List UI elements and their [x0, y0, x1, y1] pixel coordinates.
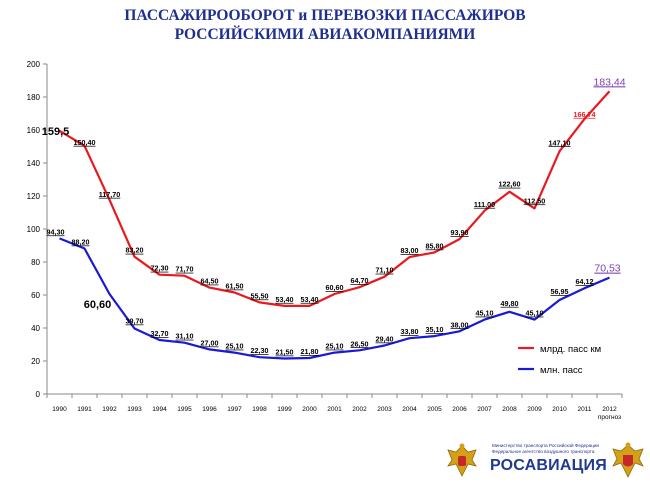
x-tick-label: 1997 [227, 406, 242, 413]
data-label-red: 64,70 [351, 276, 369, 285]
x-tick-sublabel: прогноз [598, 414, 621, 421]
x-tick-label: 1999 [277, 406, 292, 413]
x-tick-label: 1996 [202, 406, 217, 413]
data-label-red: 83,00 [401, 246, 419, 255]
data-label-red: 122,60 [499, 180, 521, 189]
data-label-blue: 22,30 [251, 346, 269, 355]
series-line-passengers [59, 237, 610, 360]
data-label-blue: 60,60 [84, 299, 112, 311]
data-label-red: 85,80 [426, 241, 444, 250]
x-tick-label: 2004 [402, 406, 417, 413]
y-tick-label: 100 [27, 225, 41, 234]
data-label-blue: 35,10 [426, 325, 444, 334]
data-label-blue: 25,10 [326, 342, 344, 351]
eagle-emblem-icon [612, 442, 644, 478]
x-tick-label: 1990 [52, 406, 67, 413]
data-label-red: 71,70 [176, 265, 194, 274]
x-tick-label: 2002 [352, 406, 367, 413]
x-tick-label: 2005 [427, 406, 442, 413]
y-tick-label: 160 [27, 126, 41, 135]
x-tick-label: 1993 [127, 406, 142, 413]
x-tick-label: 2001 [327, 406, 342, 413]
data-label-red: 55,50 [251, 291, 269, 300]
agency-caption: Министерство транспорта Российской Федер… [492, 443, 610, 455]
data-label-red: 83,20 [126, 246, 144, 255]
data-label-red: 72,30 [151, 264, 169, 273]
y-tick-label: 180 [27, 93, 41, 102]
series-line-passenger-km [58, 90, 611, 307]
data-label-red: 53,40 [301, 295, 319, 304]
data-label-red: 60,60 [326, 283, 344, 292]
x-tick-label: 2007 [477, 406, 492, 413]
data-label-red: 183,44 [593, 76, 625, 88]
data-label-blue: 39,70 [126, 316, 144, 325]
data-label-red: 111,00 [474, 200, 495, 209]
y-tick-label: 200 [27, 60, 41, 69]
data-label-blue: 45,10 [476, 309, 494, 318]
data-label-blue: 94,30 [47, 227, 65, 236]
x-tick-label: 2010 [552, 406, 567, 413]
x-tick-label: 2009 [527, 406, 542, 413]
data-label-blue: 26,50 [351, 339, 369, 348]
data-label-red: 71,10 [376, 266, 394, 275]
x-tick-label: 1992 [102, 406, 117, 413]
data-label-blue: 31,10 [176, 332, 194, 341]
data-label-red: 112,50 [524, 196, 546, 205]
x-tick-label: 2011 [578, 406, 592, 413]
data-label-red: 166,74 [574, 110, 596, 119]
slide-title: ПАССАЖИРООБОРОТ и ПЕРЕВОЗКИ ПАССАЖИРОВ Р… [0, 6, 650, 44]
x-tick-label: 2008 [502, 406, 517, 413]
legend-label-passengers: млн. пасс [540, 365, 583, 376]
y-tick-label: 140 [27, 159, 41, 168]
data-label-red: 150,40 [74, 138, 96, 147]
data-label-red: 64,50 [201, 277, 219, 286]
y-tick-label: 60 [31, 291, 40, 300]
data-label-blue: 21,80 [301, 347, 319, 356]
line-chart: 0 20 40 60 80 100 120 140 160 180 200 1990 1991 1992 1… [27, 60, 626, 421]
x-tick-label: 2006 [452, 406, 467, 413]
data-label-blue: 25,10 [226, 342, 244, 351]
y-tick-label: 80 [31, 258, 40, 267]
agency-name-text: Федеральное агентство воздушного транспо… [492, 449, 595, 454]
y-tick-label: 0 [36, 390, 41, 399]
data-label-red: 147,10 [549, 138, 571, 147]
footer-logo-block: Министерство транспорта Российской Федер… [440, 440, 650, 488]
data-label-red: 53,40 [276, 295, 294, 304]
slide-title-line-2: РОССИЙСКИМИ АВИАКОМПАНИЯМИ [174, 26, 476, 43]
data-label-blue: 29,40 [376, 334, 394, 343]
agency-brand: РОСАВИАЦИЯ [490, 457, 607, 474]
coat-of-arms-icon [447, 443, 477, 477]
data-label-blue: 64,12 [576, 277, 594, 286]
data-label-red: 159,5 [42, 126, 70, 138]
data-label-blue: 56,95 [551, 287, 569, 296]
x-tick-label: 1994 [152, 406, 167, 413]
x-tick-label: 1995 [177, 406, 192, 413]
x-tick-label: 1998 [252, 406, 267, 413]
y-tick-label: 40 [31, 324, 40, 333]
data-label-blue: 49,80 [501, 299, 519, 308]
data-label-blue: 38,00 [451, 320, 469, 329]
data-label-red: 61,50 [226, 282, 244, 291]
data-label-red: 117,70 [99, 190, 121, 199]
data-label-red: 93,90 [451, 228, 469, 237]
x-tick-label: 2000 [302, 406, 317, 413]
x-tick-label: 2003 [377, 406, 392, 413]
data-label-blue: 88,20 [72, 237, 90, 246]
data-label-blue: 45,10 [526, 309, 544, 318]
data-label-blue: 70,53 [594, 263, 620, 275]
data-label-blue: 32,70 [151, 329, 169, 338]
slide-title-line-1: ПАССАЖИРООБОРОТ и ПЕРЕВОЗКИ ПАССАЖИРОВ [124, 7, 526, 24]
agency-ministry-text: Министерство транспорта Российской Федер… [492, 443, 599, 448]
legend-label-passenger-km: млрд. пасс км [540, 344, 601, 355]
data-label-blue: 21,50 [276, 348, 294, 357]
data-label-blue: 33,80 [401, 327, 419, 336]
x-tick-label: 2012 [602, 406, 617, 413]
x-tick-label: 1991 [77, 406, 92, 413]
y-tick-label: 120 [27, 192, 41, 201]
data-label-blue: 27,00 [201, 338, 219, 347]
y-tick-label: 20 [31, 357, 40, 366]
